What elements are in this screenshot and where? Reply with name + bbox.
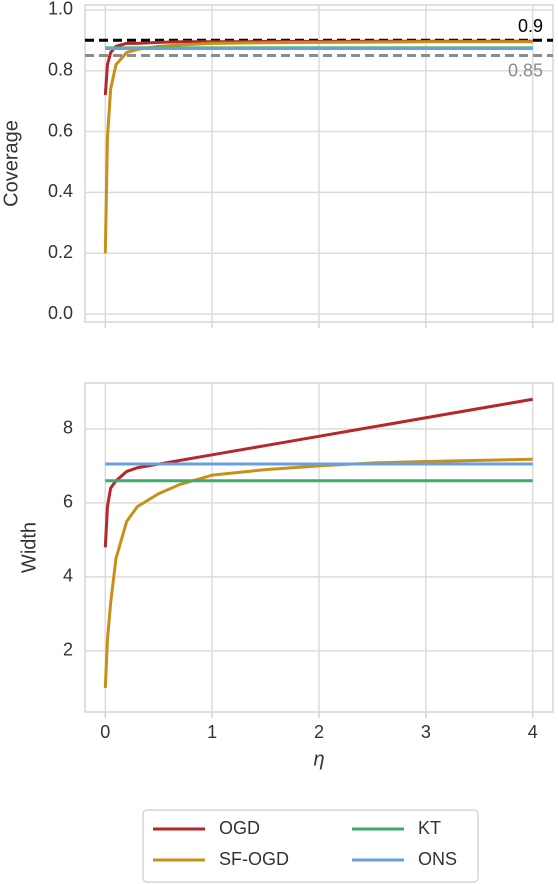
legend-label: ONS — [418, 849, 457, 869]
series-line — [103, 40, 533, 254]
y-tick-label: 2 — [63, 640, 73, 660]
y-tick-label: 0.2 — [48, 242, 73, 262]
x-tick-label: 1 — [207, 722, 217, 742]
x-tick-label: 2 — [314, 722, 324, 742]
x-tick-label: 0 — [100, 722, 110, 742]
x-axis-label: η — [313, 748, 324, 770]
y-tick-label: 0.6 — [48, 120, 73, 140]
x-tick-label: 4 — [528, 722, 538, 742]
y-tick-label: 8 — [63, 418, 73, 438]
series-line — [103, 457, 533, 689]
legend-label: KT — [418, 818, 441, 838]
legend-label: OGD — [219, 818, 260, 838]
x-tick-label: 3 — [421, 722, 431, 742]
y-axis-label: Coverage — [0, 120, 22, 207]
y-tick-label: 0.8 — [48, 59, 73, 79]
reference-label: 0.9 — [518, 16, 543, 36]
legend-label: SF-OGD — [219, 849, 289, 869]
reference-label: 0.85 — [508, 60, 543, 80]
y-tick-label: 0.0 — [48, 303, 73, 323]
y-tick-label: 4 — [63, 566, 73, 586]
y-tick-label: 6 — [63, 492, 73, 512]
series-line — [103, 397, 533, 548]
y-tick-label: 0.4 — [48, 181, 73, 201]
y-tick-label: 1.0 — [48, 0, 73, 19]
y-axis-label: Width — [18, 522, 40, 573]
